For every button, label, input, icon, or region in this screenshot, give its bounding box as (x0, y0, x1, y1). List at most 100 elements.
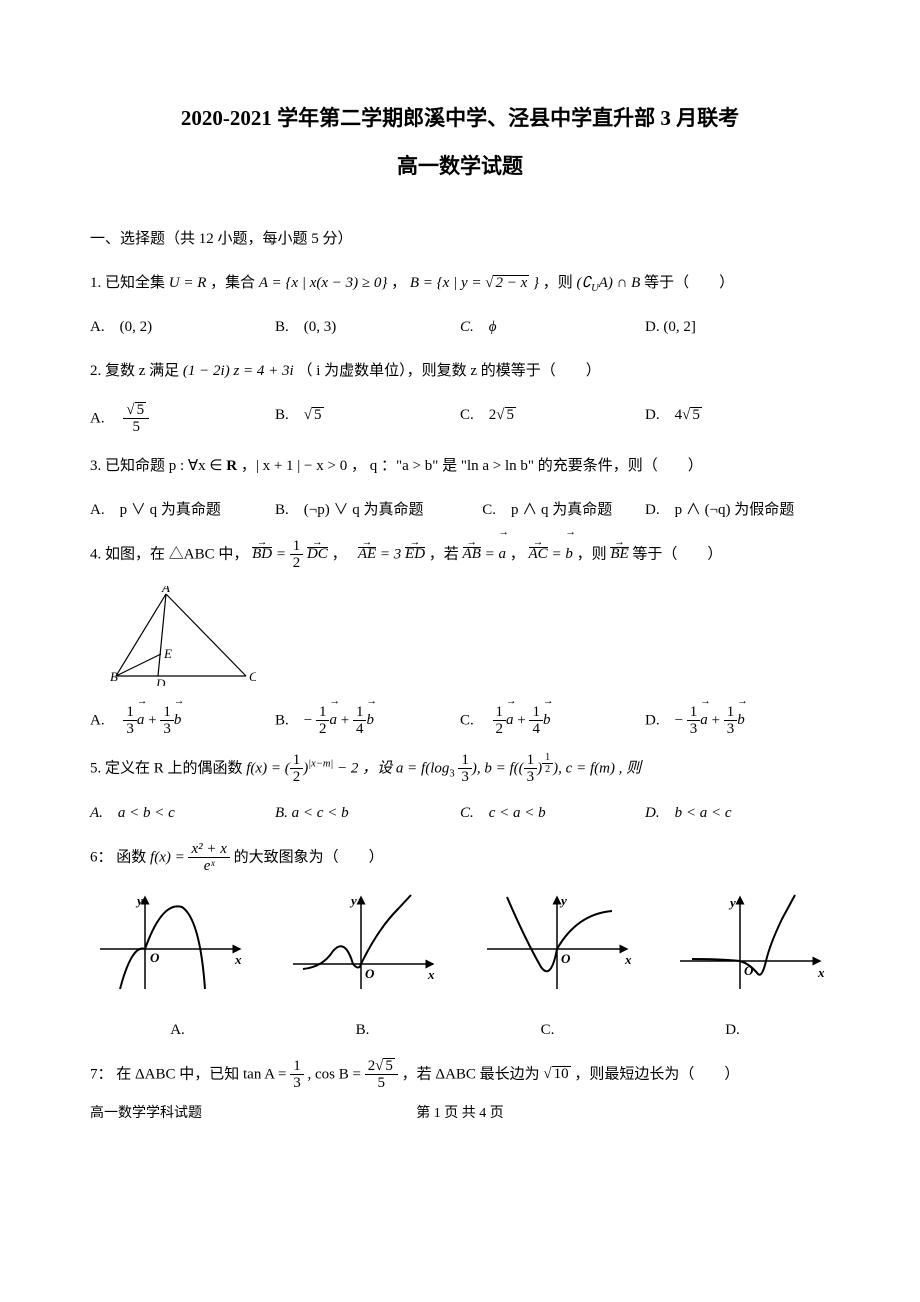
option-c: C. p ∧ q 为真命题 (482, 497, 645, 524)
q-text: ，则 (543, 275, 573, 291)
fraction: 14 (353, 704, 367, 738)
fraction-third: 13 (458, 752, 472, 786)
plus: + (341, 712, 353, 728)
num: 1 (290, 538, 304, 556)
exponent-frac: 12 (542, 758, 553, 769)
q4-options: A. 13a + 13b B. − 12a + 14b C. 12a + 14b… (90, 704, 830, 738)
svg-text:y: y (135, 893, 143, 908)
vector-a: a (506, 707, 514, 734)
n: 1 (316, 704, 330, 722)
q-text: ，| x + 1 | − x > 0 ， q ："a > b" 是 "ln a … (237, 458, 703, 474)
vector-a: a (329, 707, 337, 734)
q-math: A) ∩ B (599, 275, 641, 291)
svg-text:x: x (427, 967, 435, 982)
option-d: D. p ∧ (¬q) 为假命题 (645, 497, 830, 524)
q-num: 4. (90, 546, 101, 562)
exponent: |x−m| (308, 758, 333, 769)
vector-b: b (174, 707, 182, 734)
option-d: D. b < a < c (645, 800, 830, 827)
d: 3 (524, 769, 538, 786)
q-num: 3. (90, 458, 101, 474)
vector-AC: AC (529, 547, 548, 562)
fraction: 55 (123, 402, 149, 436)
d: 2 (542, 764, 553, 775)
sqrt: 5 (304, 402, 324, 429)
subscript: U (591, 283, 599, 294)
fraction: 12 (493, 704, 507, 738)
label: B. (275, 407, 304, 423)
label: A. (90, 712, 120, 728)
svg-text:y: y (349, 893, 357, 908)
d: 4 (529, 721, 543, 738)
vector-b: b (543, 707, 551, 734)
n: 1 (724, 704, 738, 722)
vector-DC: DC (307, 547, 328, 562)
n: 1 (123, 704, 137, 722)
q-math: ), b = f(( (472, 760, 524, 776)
label: B. − (275, 712, 312, 728)
q5-options: A. a < b < c B. a < c < b C. c < a < b D… (90, 800, 830, 827)
label: D. − (645, 712, 683, 728)
label: C. 2 (460, 407, 496, 423)
label-d: D. (645, 1017, 830, 1044)
fraction: 13 (724, 704, 738, 738)
svg-text:D: D (155, 676, 166, 686)
q3-options: A. p ∨ q 为真命题 B. (¬p) ∨ q 为真命题 C. p ∧ q … (90, 497, 830, 524)
eq: = (276, 546, 290, 562)
vector-a: a (137, 707, 145, 734)
vector-b: b (565, 538, 573, 571)
n: 1 (529, 704, 543, 722)
question-2: 2. 复数 z 满足 (1 − 2i) z = 4 + 3i （ i 为虚数单位… (90, 355, 830, 388)
q4-triangle-figure: A B C D E (106, 586, 830, 696)
eq: = (485, 546, 499, 562)
d: 3 (123, 721, 137, 738)
d: 3 (458, 769, 472, 786)
numerator: x² + x (188, 841, 229, 859)
fraction: 13 (123, 704, 137, 738)
graph-b: y x O (283, 889, 443, 1009)
q1-options: A. (0, 2) B. (0, 3) C. ϕ D. (0, 2] (90, 314, 830, 341)
n: 1 (290, 752, 304, 770)
d: 3 (160, 721, 174, 738)
option-a: A. a < b < c (90, 800, 275, 827)
fraction: 12 (316, 704, 330, 738)
q-tail: ，则最短边长为（ ） (574, 1066, 739, 1082)
q-text: 在 ΔABC 中，已知 tan A = (116, 1066, 290, 1082)
svg-text:x: x (234, 952, 242, 967)
q-math: (∁ (577, 275, 592, 291)
n: 1 (493, 704, 507, 722)
sqrt: 2 − x (485, 267, 529, 300)
option-a: A. (0, 2) (90, 314, 275, 341)
vector-ED: ED (405, 547, 425, 562)
plus: + (148, 712, 160, 728)
question-7: 7： 在 ΔABC 中，已知 tan A = 13 , cos B = 255 … (90, 1058, 830, 1092)
fraction: x² + x eˣ (188, 841, 229, 875)
bold-R: R (226, 458, 237, 474)
q-text: 定义在 R 上的偶函数 (105, 760, 246, 776)
fraction-tanA: 13 (290, 1058, 304, 1092)
d: 3 (290, 1075, 304, 1092)
d: 5 (365, 1075, 398, 1092)
question-6: 6： 函数 f(x) = x² + x eˣ 的大致图象为（ ） (90, 841, 830, 875)
option-c: C. 25 (460, 402, 645, 436)
q-math: A = {x | x(x − 3) ≥ 0} (259, 275, 387, 291)
footer-center: 第 1 页 共 4 页 (90, 1101, 830, 1126)
q2-options: A. 55 B. 5 C. 25 D. 45 (90, 402, 830, 436)
n: 1 (290, 1058, 304, 1076)
vector-AE: AE (358, 547, 376, 562)
f-label: f(x) = (150, 849, 188, 865)
option-d: D. − 13a + 13b (645, 704, 830, 738)
svg-text:x: x (817, 965, 825, 980)
q6-graph-options: y x O y x O y x O y (90, 889, 830, 1009)
option-c: C. ϕ (460, 314, 645, 341)
section-1-heading: 一、选择题（共 12 小题，每小题 5 分） (90, 226, 830, 253)
fraction-cosB: 255 (365, 1058, 398, 1092)
n: 1 (542, 752, 553, 764)
n: 1 (353, 704, 367, 722)
plus: + (517, 712, 529, 728)
option-b: B. (0, 3) (275, 314, 460, 341)
option-d: D. (0, 2] (645, 314, 830, 341)
vector-a: a (700, 707, 708, 734)
svg-text:O: O (150, 950, 160, 965)
label: A. (90, 410, 120, 426)
